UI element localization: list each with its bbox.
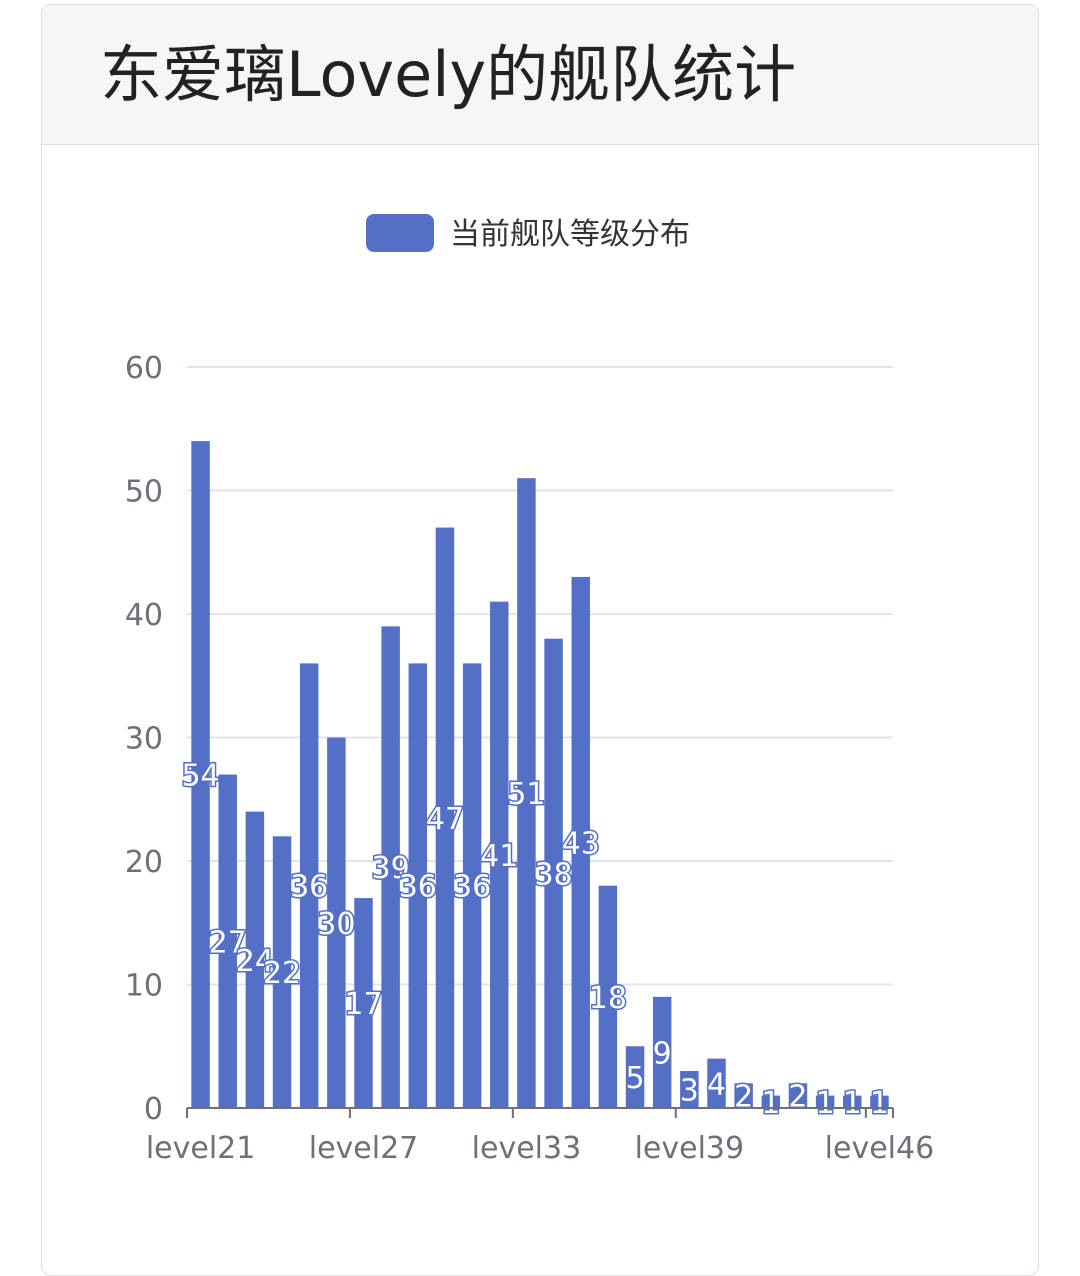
bar-value-label: 41 <box>480 839 518 874</box>
bar[interactable] <box>734 1083 753 1108</box>
x-tick-label: level33 <box>472 1131 582 1166</box>
card-title: 东爱璃Lovely的舰队统计 <box>100 38 797 111</box>
y-tick-label: 60 <box>125 351 163 386</box>
bar[interactable] <box>191 441 210 1109</box>
bar-value-label: 43 <box>562 826 600 861</box>
bar-value-label: 2 <box>734 1080 753 1115</box>
bar-value-label: 1 <box>843 1086 862 1121</box>
bar-value-label: 24 <box>236 944 274 979</box>
bar-value-label: 22 <box>263 956 301 991</box>
bar-value-label: 30 <box>317 907 355 942</box>
y-tick-label: 20 <box>125 845 163 880</box>
bars <box>191 441 889 1109</box>
bar[interactable] <box>272 836 292 1108</box>
bar-value-label: 1 <box>870 1086 889 1121</box>
bar[interactable] <box>299 663 319 1108</box>
x-tick-label: level46 <box>825 1131 935 1166</box>
y-tick-label: 0 <box>144 1092 163 1127</box>
bar[interactable] <box>218 774 237 1108</box>
bar[interactable] <box>327 737 346 1109</box>
bar-value-label: 36 <box>290 870 328 905</box>
bar-value-label: 5 <box>625 1061 644 1096</box>
bar-value-label: 4 <box>707 1067 726 1102</box>
x-tick-label: level27 <box>309 1131 419 1166</box>
bar[interactable] <box>707 1058 726 1108</box>
x-tick-label: level21 <box>146 1131 256 1166</box>
bar-value-label: 38 <box>534 857 572 892</box>
bar[interactable] <box>571 576 590 1108</box>
bar[interactable] <box>490 601 509 1108</box>
bar-value-label: 3 <box>680 1073 699 1108</box>
legend-label[interactable]: 当前舰队等级分布 <box>450 217 690 252</box>
bar-value-label: 18 <box>589 981 627 1016</box>
bar[interactable] <box>815 1095 835 1108</box>
bar[interactable] <box>870 1095 889 1108</box>
bar-value-label: 54 <box>181 759 219 794</box>
y-tick-label: 50 <box>125 475 163 510</box>
bar[interactable] <box>788 1083 808 1108</box>
bar[interactable] <box>843 1095 862 1108</box>
bar-value-label: 47 <box>426 802 464 837</box>
legend[interactable]: 当前舰队等级分布 <box>366 214 690 252</box>
bar[interactable] <box>625 1046 645 1108</box>
y-tick-label: 10 <box>125 969 163 1004</box>
y-axis: 0 10 20 30 40 50 60 <box>125 351 163 1127</box>
bar-value-label: 17 <box>344 987 382 1022</box>
bar[interactable] <box>435 527 455 1108</box>
x-axis: level21 level27 level33 level39 level46 <box>146 1107 935 1166</box>
legend-swatch[interactable] <box>366 214 434 252</box>
bar[interactable] <box>462 663 482 1108</box>
bar[interactable] <box>408 663 428 1108</box>
bar-value-label: 2 <box>788 1080 807 1115</box>
bar[interactable] <box>354 898 373 1108</box>
bar-value-label: 1 <box>761 1086 780 1121</box>
x-tick-label: level39 <box>635 1131 745 1166</box>
bar[interactable] <box>544 638 563 1108</box>
bar[interactable] <box>245 811 265 1108</box>
bar-value-label: 1 <box>816 1086 835 1121</box>
bar-value-label: 27 <box>209 925 247 960</box>
bar-value-label: 51 <box>507 777 545 812</box>
bar-value-label: 36 <box>399 870 437 905</box>
bar-value-label: 39 <box>372 851 410 886</box>
bar[interactable] <box>517 478 536 1108</box>
y-tick-label: 40 <box>125 598 163 633</box>
bar[interactable] <box>652 996 672 1108</box>
bar-value-label: 36 <box>453 870 491 905</box>
y-tick-label: 30 <box>125 722 163 757</box>
bar[interactable] <box>680 1070 699 1108</box>
bar[interactable] <box>598 885 618 1108</box>
bar-value-label: 9 <box>653 1036 672 1071</box>
bar[interactable] <box>761 1095 781 1108</box>
card-header: 东爱璃Lovely的舰队统计 <box>42 5 1038 145</box>
bar[interactable] <box>381 626 400 1108</box>
